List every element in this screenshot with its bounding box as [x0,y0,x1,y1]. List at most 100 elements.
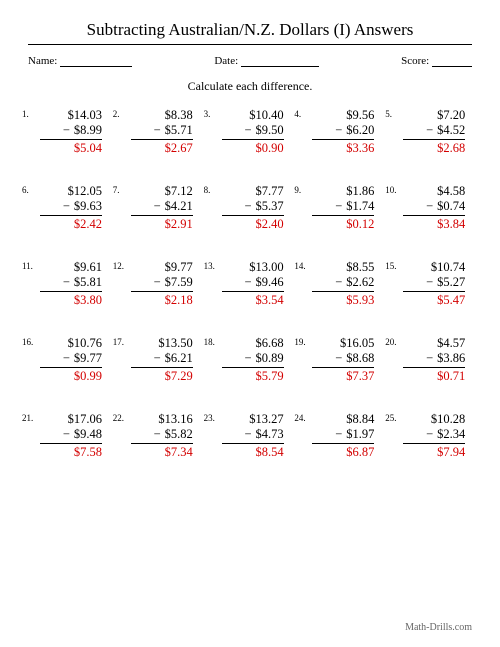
answer: $3.80 [40,293,102,308]
minuend: $7.12 [165,184,193,199]
minuend: $12.05 [68,184,102,199]
subtrahend-row: −$5.37 [244,199,283,214]
problem: 20.$4.57−$3.86$0.71 [391,336,472,384]
problem-rule [403,367,465,368]
problem-index: 24. [294,413,305,423]
minus-sign: − [244,123,251,138]
minus-sign: − [63,199,70,214]
problem-index: 3. [204,109,211,119]
problem-rule [312,139,374,140]
problem-numbers: $14.03−$8.99 [40,108,102,138]
problem-numbers: $13.50−$6.21 [131,336,193,366]
minus-sign: − [154,199,161,214]
problem-rule [131,291,193,292]
answer: $3.84 [403,217,465,232]
minus-sign: − [63,275,70,290]
minus-sign: − [244,199,251,214]
problem-numbers: $8.38−$5.71 [131,108,193,138]
problem: 8.$7.77−$5.37$2.40 [210,184,291,232]
minuend: $4.57 [437,336,465,351]
minus-sign: − [426,199,433,214]
problem-index: 18. [204,337,215,347]
problem-rule [312,215,374,216]
subtrahend-row: −$0.74 [426,199,465,214]
minus-sign: − [335,199,342,214]
meta-row: Name: Date: Score: [28,55,472,67]
answer: $7.94 [403,445,465,460]
date-field: Date: [214,55,319,67]
problem-rule [40,291,102,292]
subtrahend-row: −$1.97 [335,427,374,442]
minus-sign: − [154,427,161,442]
subtrahend: $1.74 [346,199,374,213]
problem-rule [40,367,102,368]
answer: $5.93 [312,293,374,308]
problem-rule [222,367,284,368]
minus-sign: − [244,427,251,442]
subtrahend-row: −$6.21 [154,351,193,366]
subtrahend: $8.68 [346,351,374,365]
subtrahend: $4.52 [437,123,465,137]
minuend: $4.58 [437,184,465,199]
problem-index: 12. [113,261,124,271]
problem-rule [312,367,374,368]
minuend: $16.05 [340,336,374,351]
problem: 21.$17.06−$9.48$7.58 [28,412,109,460]
problem-rule [222,291,284,292]
answer: $5.79 [222,369,284,384]
name-field: Name: [28,55,132,67]
answer: $3.36 [312,141,374,156]
problem-index: 22. [113,413,124,423]
problem-index: 2. [113,109,120,119]
minuend: $10.40 [249,108,283,123]
subtrahend: $5.71 [165,123,193,137]
problem-index: 7. [113,185,120,195]
problem: 10.$4.58−$0.74$3.84 [391,184,472,232]
subtrahend: $5.27 [437,275,465,289]
subtrahend-row: −$1.74 [335,199,374,214]
answer: $2.68 [403,141,465,156]
problem-numbers: $7.12−$4.21 [131,184,193,214]
score-field: Score: [401,55,472,67]
minuend: $14.03 [68,108,102,123]
minuend: $13.00 [249,260,283,275]
minus-sign: − [426,351,433,366]
problem-rule [222,139,284,140]
problem-numbers: $4.58−$0.74 [403,184,465,214]
minuend: $10.76 [68,336,102,351]
score-blank [432,55,472,67]
problem: 17.$13.50−$6.21$7.29 [119,336,200,384]
minuend: $13.50 [158,336,192,351]
problem: 25.$10.28−$2.34$7.94 [391,412,472,460]
problem: 16.$10.76−$9.77$0.99 [28,336,109,384]
problem-numbers: $10.28−$2.34 [403,412,465,442]
problem-numbers: $16.05−$8.68 [312,336,374,366]
subtrahend-row: −$2.34 [426,427,465,442]
problem-rule [403,139,465,140]
minus-sign: − [154,351,161,366]
subtrahend-row: −$6.20 [335,123,374,138]
problem-index: 4. [294,109,301,119]
answer: $0.90 [222,141,284,156]
problem-rule [222,443,284,444]
subtrahend: $7.59 [165,275,193,289]
subtrahend-row: −$4.21 [154,199,193,214]
subtrahend-row: −$9.77 [63,351,102,366]
problem-rule [131,443,193,444]
problem: 2.$8.38−$5.71$2.67 [119,108,200,156]
minus-sign: − [335,351,342,366]
name-blank [60,55,132,67]
subtrahend: $6.21 [165,351,193,365]
subtrahend: $4.21 [165,199,193,213]
problem: 6.$12.05−$9.63$2.42 [28,184,109,232]
problem: 3.$10.40−$9.50$0.90 [210,108,291,156]
problem: 15.$10.74−$5.27$5.47 [391,260,472,308]
subtrahend: $0.89 [255,351,283,365]
minus-sign: − [335,275,342,290]
subtrahend-row: −$5.82 [154,427,193,442]
instruction-text: Calculate each difference. [28,79,472,94]
minuend: $1.86 [346,184,374,199]
name-label: Name: [28,55,57,67]
minuend: $7.20 [437,108,465,123]
problem-index: 25. [385,413,396,423]
